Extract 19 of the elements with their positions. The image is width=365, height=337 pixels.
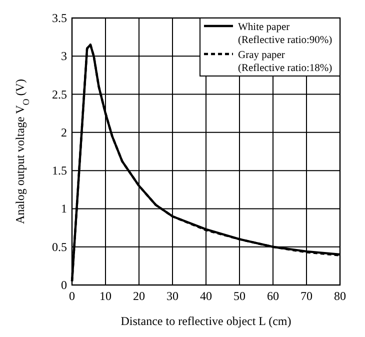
x-tick-label: 70 — [300, 289, 312, 303]
y-tick-label: 1 — [61, 202, 67, 216]
x-tick-label: 50 — [234, 289, 246, 303]
x-tick-label: 40 — [200, 289, 212, 303]
x-tick-label: 80 — [334, 289, 346, 303]
y-tick-label: 2.5 — [52, 87, 67, 102]
y-tick-label: 3.5 — [52, 11, 67, 25]
y-tick-label: 2 — [61, 125, 67, 140]
legend-label: White paper (Reflective ratio:90%) — [238, 22, 333, 46]
y-tick-label: 1.5 — [52, 164, 67, 178]
y-tick-label: 0 — [61, 278, 67, 292]
y-tick-label: 0.5 — [52, 240, 67, 254]
x-axis-title: Distance to reflective object L (cm) — [120, 314, 292, 328]
x-tick-label: 10 — [100, 289, 112, 303]
x-tick-label: 30 — [166, 289, 178, 303]
y-tick-label: 3 — [61, 49, 67, 64]
x-tick-label: 20 — [133, 289, 145, 303]
legend-label: Gray paper (Reflective ratio:18%) — [238, 50, 333, 74]
x-tick-label: 60 — [267, 289, 279, 303]
